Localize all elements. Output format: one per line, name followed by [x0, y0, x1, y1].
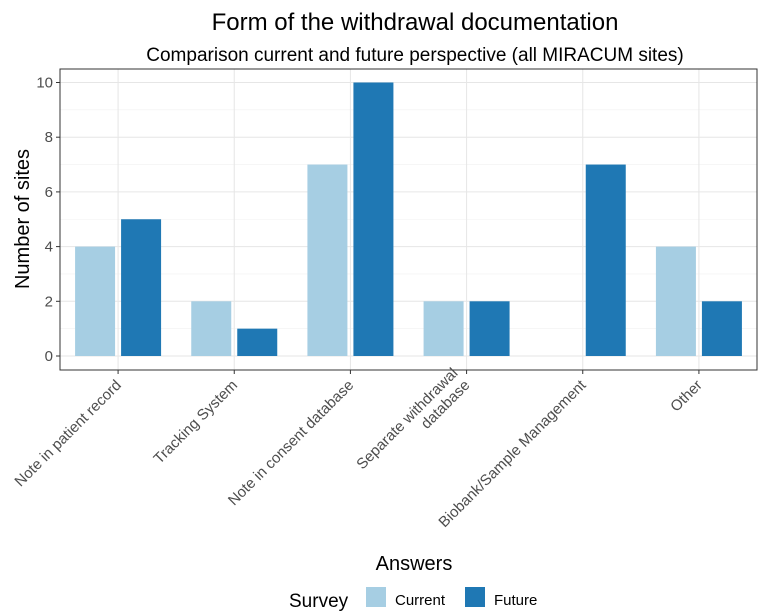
- bar-future-6: [701, 301, 742, 356]
- bar-current-4: [423, 301, 464, 356]
- legend-title: Survey: [289, 591, 349, 611]
- bar-current-6: [655, 246, 696, 356]
- y-tick-label: 4: [45, 239, 53, 256]
- x-axis-title: Answers: [376, 553, 453, 575]
- plot-panel-border: [59, 68, 758, 371]
- bar-future-1: [121, 219, 162, 356]
- y-axis-title: Number of sites: [12, 149, 34, 289]
- bar-current-3: [307, 164, 348, 356]
- x-tick-label: Other: [667, 377, 706, 416]
- legend: Survey Current Future: [289, 587, 537, 611]
- grid: [60, 69, 757, 370]
- x-tick-label-line: Note in consent database: [225, 377, 357, 509]
- y-tick-label: 0: [45, 348, 53, 365]
- x-tick-label: Tracking System: [150, 377, 241, 468]
- legend-label-current: Current: [395, 592, 446, 609]
- x-tick-label-line: Other: [667, 377, 706, 416]
- legend-label-future: Future: [494, 592, 537, 609]
- y-tick-label: 10: [36, 75, 53, 92]
- y-tick-label: 2: [45, 293, 53, 310]
- bar-future-4: [469, 301, 510, 356]
- x-tick-label-line: Tracking System: [150, 377, 241, 468]
- bar-future-2: [237, 328, 278, 356]
- y-tick-label: 8: [45, 129, 53, 146]
- legend-swatch-future: [465, 587, 485, 607]
- x-axis: Note in patient record Tracking SystemNot…: [11, 365, 705, 531]
- x-tick-label: Separate withdrawaldatabase: [353, 365, 473, 485]
- chart-subtitle: Comparison current and future perspectiv…: [146, 45, 683, 66]
- x-tick-label: Note in consent database: [225, 377, 357, 509]
- x-tick-label-line: Separate withdrawal: [353, 365, 461, 473]
- bar-current-2: [191, 301, 232, 356]
- bar-current-1: [75, 246, 116, 356]
- bar-future-5: [585, 164, 626, 356]
- x-tick-label: Note in patient record: [11, 377, 124, 490]
- legend-swatch-current: [366, 587, 386, 607]
- x-tick-label-line: Note in patient record: [11, 377, 124, 490]
- chart-title: Form of the withdrawal documentation: [212, 9, 619, 36]
- y-axis: 0 2 4 6 8 10: [36, 75, 60, 365]
- y-tick-label: 6: [45, 184, 53, 201]
- bar-future-3: [353, 82, 394, 356]
- bars: [75, 82, 742, 356]
